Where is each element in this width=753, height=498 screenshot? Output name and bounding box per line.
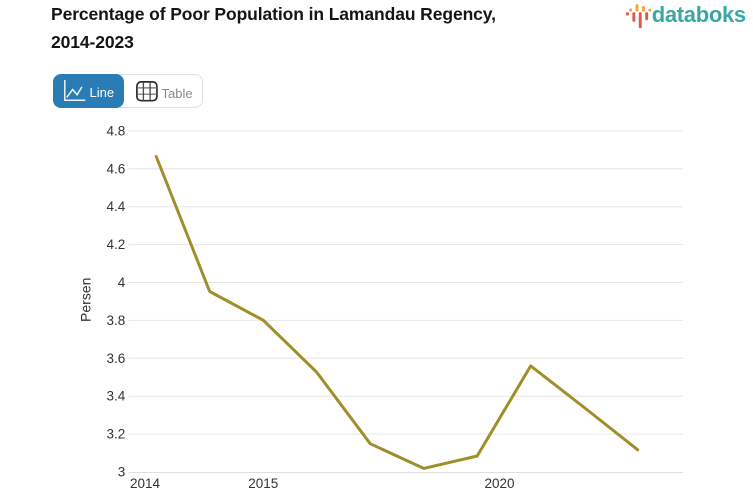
svg-text:3.8: 3.8 (107, 313, 126, 328)
svg-text:4.6: 4.6 (107, 161, 126, 176)
svg-text:3.2: 3.2 (107, 427, 126, 442)
svg-text:4.8: 4.8 (107, 123, 126, 138)
svg-text:2014: 2014 (130, 476, 161, 491)
svg-text:4.2: 4.2 (107, 237, 126, 252)
svg-text:3.6: 3.6 (107, 351, 126, 366)
svg-text:databoks: databoks (652, 2, 746, 27)
svg-text:3.4: 3.4 (107, 389, 126, 404)
svg-text:3: 3 (118, 465, 126, 480)
svg-text:4.4: 4.4 (107, 199, 126, 214)
svg-text:4: 4 (118, 275, 126, 290)
svg-text:2015: 2015 (248, 476, 278, 491)
svg-text:2020: 2020 (484, 476, 514, 491)
svg-text:Persen: Persen (78, 278, 94, 322)
